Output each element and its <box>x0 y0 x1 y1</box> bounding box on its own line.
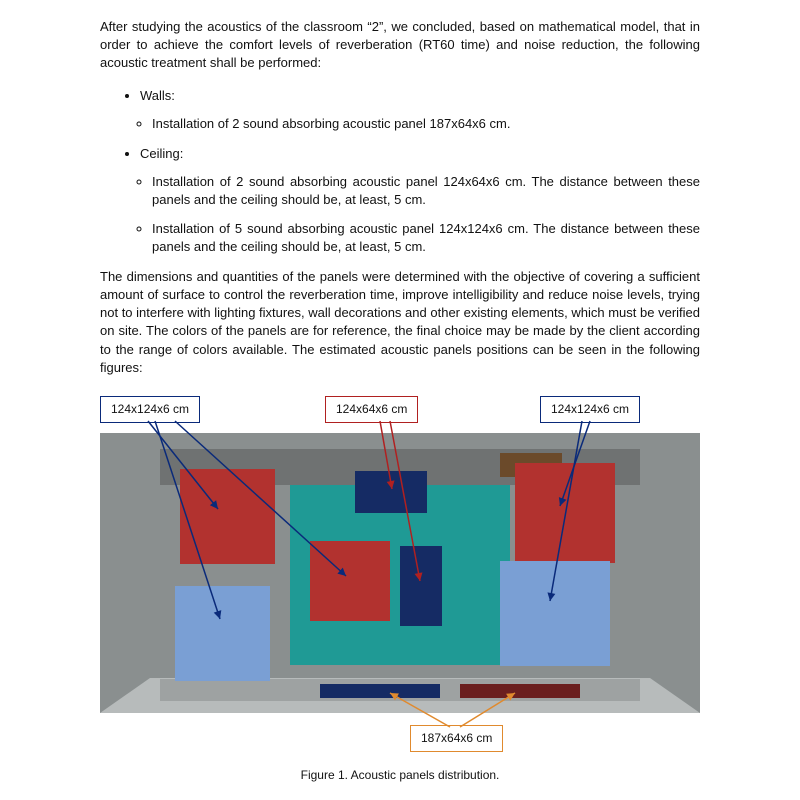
ceiling-item-1: Installation of 2 sound absorbing acoust… <box>152 173 700 209</box>
label-top-mid: 124x64x6 cm <box>325 396 418 423</box>
ceiling-item-2: Installation of 5 sound absorbing acoust… <box>152 220 700 256</box>
intro-paragraph: After studying the acoustics of the clas… <box>100 18 700 73</box>
second-paragraph: The dimensions and quantities of the pan… <box>100 268 700 377</box>
figure-wrapper: 124x124x6 cm 124x64x6 cm 124x124x6 cm 18… <box>100 391 700 761</box>
figure-caption: Figure 1. Acoustic panels distribution. <box>100 767 700 784</box>
walls-heading: Walls: <box>140 87 700 105</box>
label-top-left: 124x124x6 cm <box>100 396 200 423</box>
figure-svg <box>100 391 700 761</box>
walls-item: Installation of 2 sound absorbing acoust… <box>152 115 700 133</box>
ceiling-heading: Ceiling: <box>140 145 700 163</box>
label-bottom: 187x64x6 cm <box>410 725 503 752</box>
label-top-right: 124x124x6 cm <box>540 396 640 423</box>
